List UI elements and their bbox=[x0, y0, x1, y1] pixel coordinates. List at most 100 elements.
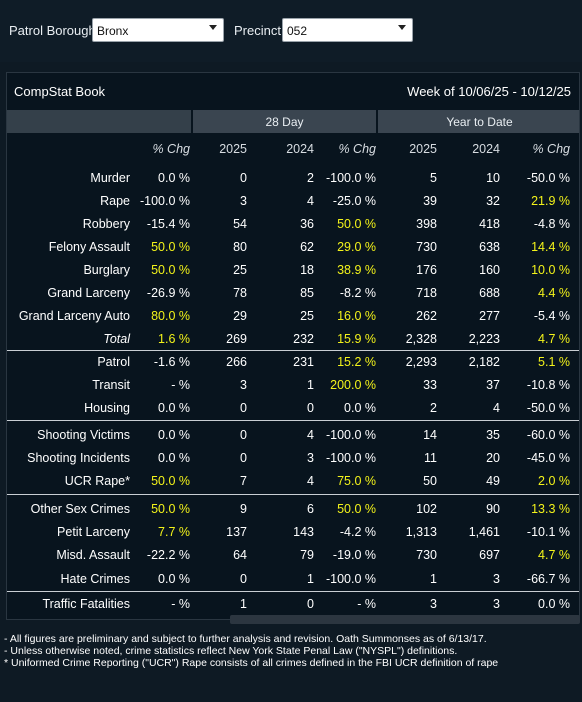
chevron-down-icon bbox=[209, 25, 217, 30]
table-cell: 102 bbox=[416, 502, 437, 516]
row-label: Burglary bbox=[83, 263, 130, 277]
table-cell: 18 bbox=[300, 263, 314, 277]
group-ytd-label: Year to Date bbox=[446, 115, 513, 129]
row-label: Petit Larceny bbox=[57, 525, 130, 539]
table-cell: 232 bbox=[293, 332, 314, 346]
borough-label: Patrol Borough: bbox=[9, 23, 100, 38]
table-cell: 13.3 % bbox=[531, 502, 570, 516]
table-cell: 10 bbox=[486, 171, 500, 185]
precinct-value: 052 bbox=[287, 24, 308, 38]
table-cell: 64 bbox=[233, 548, 247, 562]
column-header: 2025 bbox=[219, 142, 247, 156]
table-cell: 0.0 % bbox=[158, 428, 190, 442]
table-cell: 4 bbox=[493, 401, 500, 415]
table-cell: - % bbox=[357, 597, 376, 611]
table-cell: 2 bbox=[430, 401, 437, 415]
table-cell: -66.7 % bbox=[526, 572, 570, 586]
row-label: Grand Larceny bbox=[47, 286, 130, 300]
table-cell: -25.0 % bbox=[332, 194, 376, 208]
column-header: 2024 bbox=[472, 142, 500, 156]
table-cell: 7 bbox=[240, 474, 247, 488]
table-cell: 262 bbox=[416, 309, 437, 323]
precinct-label: Precinct: bbox=[234, 23, 285, 38]
row-label: Grand Larceny Auto bbox=[18, 309, 130, 323]
table-cell: 1,461 bbox=[468, 525, 500, 539]
footnote: - All figures are preliminary and subjec… bbox=[4, 633, 487, 645]
table-cell: - % bbox=[171, 597, 190, 611]
table-cell: 32 bbox=[486, 194, 500, 208]
table-cell: -100.0 % bbox=[325, 572, 376, 586]
table-cell: 0 bbox=[307, 401, 314, 415]
row-label: Traffic Fatalities bbox=[42, 597, 130, 611]
panel-title: CompStat Book bbox=[14, 84, 106, 99]
table-cell: 0 bbox=[240, 451, 247, 465]
table-cell: 160 bbox=[479, 263, 500, 277]
table-cell: 1 bbox=[307, 378, 314, 392]
table-cell: 21.9 % bbox=[531, 194, 570, 208]
compstat-panel: CompStat Book Week of 10/06/25 - 10/12/2… bbox=[6, 72, 580, 620]
table-cell: 0.0 % bbox=[158, 171, 190, 185]
table-cell: 15.9 % bbox=[337, 332, 376, 346]
table-cell: 62 bbox=[300, 240, 314, 254]
table-cell: 50 bbox=[423, 474, 437, 488]
table-cell: 0.0 % bbox=[158, 401, 190, 415]
table-cell: -26.9 % bbox=[146, 286, 190, 300]
table-cell: 0.0 % bbox=[158, 451, 190, 465]
table-cell: 0 bbox=[240, 572, 247, 586]
table-cell: -45.0 % bbox=[526, 451, 570, 465]
table-cell: 418 bbox=[479, 217, 500, 231]
horizontal-scrollbar[interactable] bbox=[230, 615, 580, 624]
table-cell: 6 bbox=[307, 502, 314, 516]
table-cell: 36 bbox=[300, 217, 314, 231]
table-cell: 5.1 % bbox=[538, 355, 570, 369]
table-cell: 4.4 % bbox=[538, 286, 570, 300]
table-cell: 1 bbox=[307, 572, 314, 586]
footnote: - Unless otherwise noted, crime statisti… bbox=[4, 645, 458, 657]
row-label: Felony Assault bbox=[48, 240, 130, 254]
table-cell: 29 bbox=[233, 309, 247, 323]
table-cell: 0 bbox=[240, 428, 247, 442]
borough-select[interactable]: Bronx bbox=[92, 18, 224, 42]
table-cell: 7.7 % bbox=[158, 525, 190, 539]
table-cell: 4.7 % bbox=[538, 548, 570, 562]
row-divider bbox=[7, 591, 579, 592]
row-divider bbox=[7, 350, 579, 351]
chevron-down-icon bbox=[398, 25, 406, 30]
row-label: Murder bbox=[90, 171, 130, 185]
table-cell: 75.0 % bbox=[337, 474, 376, 488]
table-cell: 25 bbox=[300, 309, 314, 323]
table-cell: 1.6 % bbox=[158, 332, 190, 346]
footnote: * Uniformed Crime Reporting ("UCR") Rape… bbox=[4, 657, 499, 669]
table-cell: 25 bbox=[233, 263, 247, 277]
group-28-label: 28 Day bbox=[265, 115, 304, 129]
table-cell: 638 bbox=[479, 240, 500, 254]
table-cell: 200.0 % bbox=[330, 378, 376, 392]
row-label: Hate Crimes bbox=[60, 572, 130, 586]
table-cell: 80 bbox=[233, 240, 247, 254]
table-cell: 33 bbox=[423, 378, 437, 392]
group-header-ytd: Year to Date bbox=[378, 110, 579, 133]
table-cell: 0 bbox=[240, 401, 247, 415]
table-cell: 78 bbox=[233, 286, 247, 300]
table-cell: -100.0 % bbox=[325, 428, 376, 442]
table-cell: 11 bbox=[424, 451, 437, 465]
table-cell: 39 bbox=[423, 194, 437, 208]
table-cell: 231 bbox=[293, 355, 314, 369]
table-cell: 20 bbox=[486, 451, 500, 465]
table-cell: 14 bbox=[423, 428, 437, 442]
table-cell: 4 bbox=[307, 428, 314, 442]
column-header: % Chg bbox=[338, 142, 376, 156]
table-cell: 3 bbox=[240, 378, 247, 392]
table-cell: 2,223 bbox=[468, 332, 500, 346]
table-cell: 3 bbox=[430, 597, 437, 611]
precinct-select[interactable]: 052 bbox=[282, 18, 413, 42]
table-cell: 3 bbox=[493, 597, 500, 611]
row-label: UCR Rape* bbox=[64, 474, 130, 488]
table-cell: 4 bbox=[307, 194, 314, 208]
table-cell: -100.0 % bbox=[325, 171, 376, 185]
table-cell: -100.0 % bbox=[325, 451, 376, 465]
table-cell: 79 bbox=[300, 548, 314, 562]
table-cell: 697 bbox=[479, 548, 500, 562]
table-cell: -4.8 % bbox=[533, 217, 570, 231]
row-label: Housing bbox=[84, 401, 130, 415]
